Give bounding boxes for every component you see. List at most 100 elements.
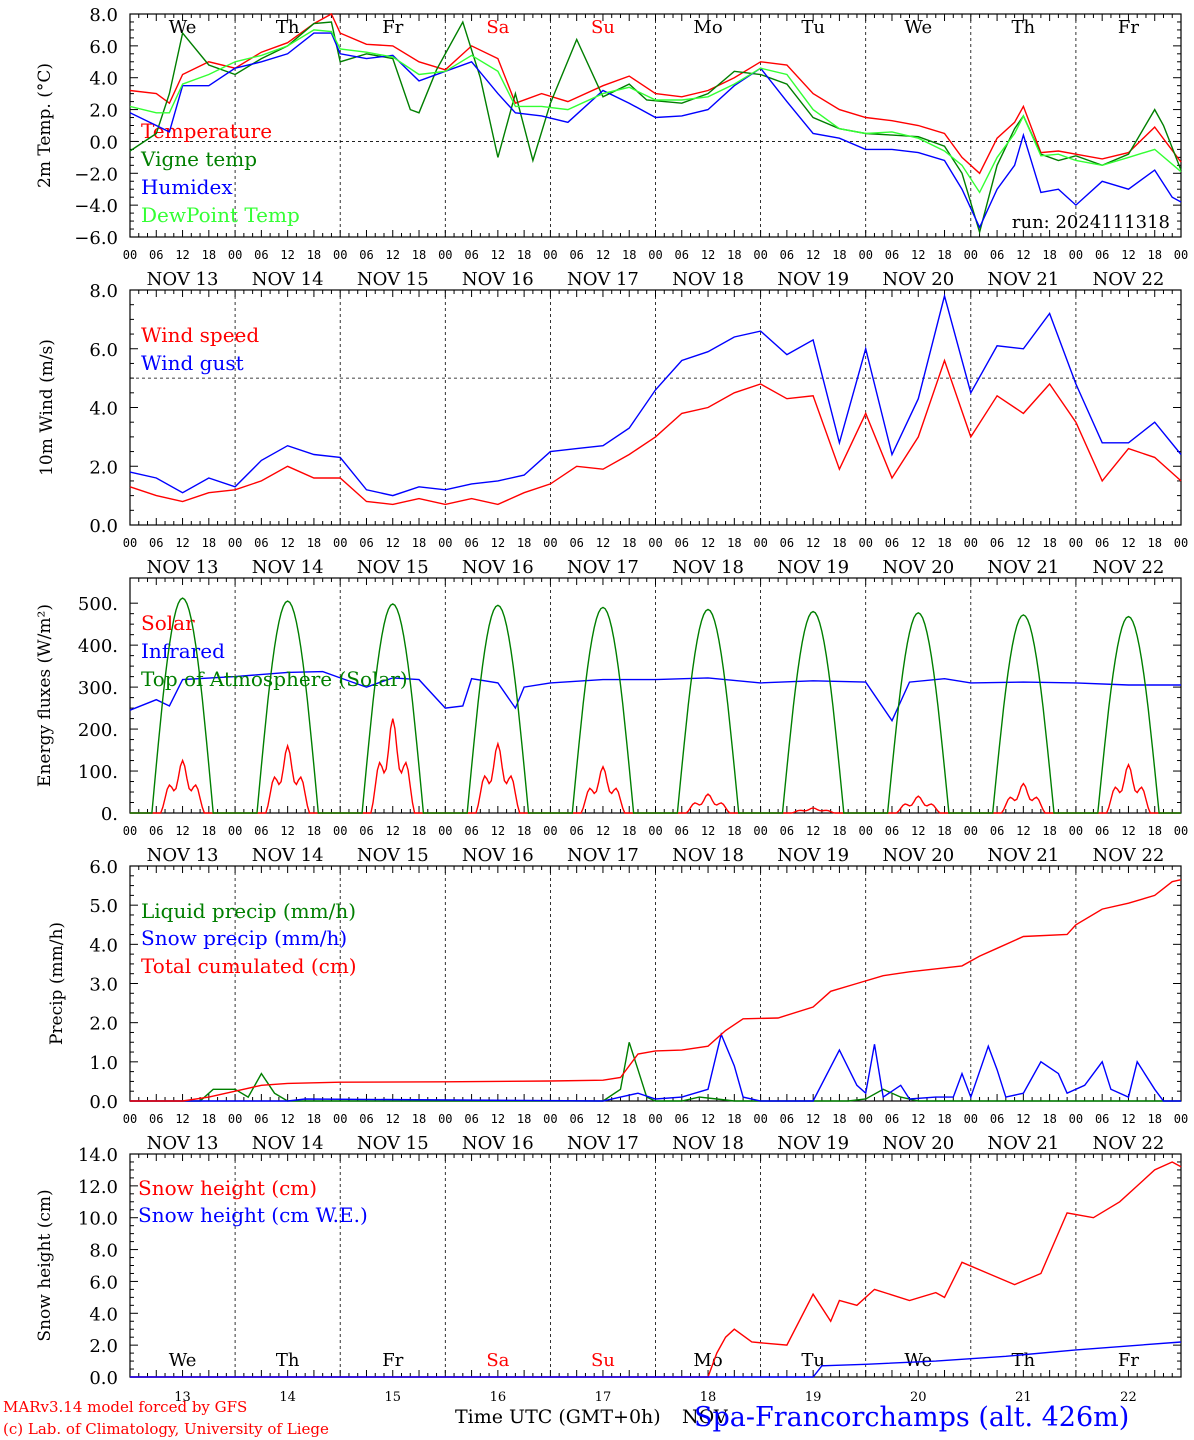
date-label: NOV 20 [882, 557, 954, 578]
day-number: 17 [595, 1390, 612, 1405]
hour-tick-label: 18 [937, 536, 951, 550]
date-label: NOV 22 [1093, 1133, 1165, 1154]
y-tick-label: 6.0 [89, 857, 118, 878]
hour-tick-label: 06 [464, 248, 478, 262]
date-label: NOV 22 [1093, 845, 1165, 866]
hour-tick-label: 12 [806, 824, 820, 838]
y-tick-label: 14.0 [78, 1145, 118, 1166]
hour-tick-label: 12 [280, 824, 294, 838]
hour-tick-label: 00 [753, 1112, 767, 1126]
hour-tick-label: 12 [701, 1112, 715, 1126]
hour-tick-label: 06 [359, 536, 373, 550]
hour-tick-label: 18 [412, 1112, 426, 1126]
date-label: NOV 16 [462, 1133, 534, 1154]
date-label: NOV 20 [882, 269, 954, 290]
hour-tick-label: 12 [280, 1112, 294, 1126]
day-name: Fr [382, 1350, 403, 1371]
day-name: Th [1012, 17, 1036, 38]
y-tick-label: 8.0 [89, 5, 118, 26]
hour-tick-label: 00 [1069, 536, 1083, 550]
day-number: 14 [279, 1390, 296, 1405]
hour-tick-label: 12 [175, 536, 189, 550]
hour-tick-label: 12 [386, 1112, 400, 1126]
day-name: Sa [486, 1350, 509, 1371]
date-label: NOV 16 [462, 845, 534, 866]
date-label: NOV 14 [252, 845, 324, 866]
hour-tick-label: 12 [911, 824, 925, 838]
hour-tick-label: 18 [517, 536, 531, 550]
hour-tick-label: 18 [307, 1112, 321, 1126]
legend-entry: Snow height (cm) [138, 1176, 317, 1200]
hour-tick-label: 18 [727, 1112, 741, 1126]
hour-tick-label: 00 [1174, 248, 1188, 262]
hour-tick-label: 18 [622, 824, 636, 838]
day-name: Mo [693, 17, 722, 38]
legend-entry: Snow height (cm W.E.) [138, 1203, 368, 1227]
hour-tick-label: 00 [123, 248, 137, 262]
y-axis-title: 10m Wind (m/s) [37, 339, 57, 476]
hour-tick-label: 06 [359, 1112, 373, 1126]
hour-tick-label: 06 [464, 536, 478, 550]
hour-tick-label: 06 [569, 536, 583, 550]
y-tick-label: 0. [101, 804, 118, 825]
hour-tick-label: 00 [438, 1112, 452, 1126]
hour-tick-label: 18 [622, 1112, 636, 1126]
hour-tick-label: 12 [911, 248, 925, 262]
hour-tick-label: 06 [569, 824, 583, 838]
hour-tick-label: 12 [1121, 248, 1135, 262]
day-number: 20 [910, 1390, 927, 1405]
hour-tick-label: 06 [254, 1112, 268, 1126]
legend-entry: Wind gust [141, 351, 244, 375]
hour-tick-label: 00 [1069, 248, 1083, 262]
hour-tick-label: 06 [464, 1112, 478, 1126]
y-tick-label: 4.0 [89, 935, 118, 956]
hour-tick-label: 12 [1121, 536, 1135, 550]
hour-tick-label: 06 [780, 1112, 794, 1126]
hour-tick-label: 12 [806, 1112, 820, 1126]
date-label: NOV 18 [672, 1133, 744, 1154]
hour-tick-label: 06 [675, 1112, 689, 1126]
hour-tick-label: 12 [806, 536, 820, 550]
hour-tick-label: 18 [202, 1112, 216, 1126]
hour-tick-label: 00 [1069, 824, 1083, 838]
y-tick-label: 2.0 [89, 457, 118, 478]
hour-tick-label: 12 [701, 536, 715, 550]
date-label: NOV 19 [777, 845, 849, 866]
hour-tick-label: 12 [280, 248, 294, 262]
y-tick-label: 12.0 [78, 1177, 118, 1198]
hour-tick-label: 12 [596, 824, 610, 838]
hour-tick-label: 12 [1016, 824, 1030, 838]
hour-tick-label: 00 [438, 248, 452, 262]
hour-tick-label: 12 [701, 248, 715, 262]
hour-tick-label: 18 [1147, 1112, 1161, 1126]
legend-entry: Liquid precip (mm/h) [141, 899, 356, 923]
hour-tick-label: 00 [123, 1112, 137, 1126]
date-label: NOV 15 [357, 557, 429, 578]
hour-tick-label: 00 [543, 1112, 557, 1126]
hour-tick-label: 06 [464, 824, 478, 838]
hour-tick-label: 18 [1042, 824, 1056, 838]
day-name: Su [591, 17, 615, 38]
hour-tick-label: 06 [149, 248, 163, 262]
series-line [130, 1161, 1182, 1378]
hour-tick-label: 18 [832, 824, 846, 838]
hour-tick-label: 06 [885, 1112, 899, 1126]
hour-tick-label: 18 [412, 536, 426, 550]
hour-tick-label: 06 [149, 824, 163, 838]
hour-tick-label: 00 [964, 1112, 978, 1126]
panel-3: 0. 100. 200. 300. 400. 500. Energy fluxes (W/m… [35, 577, 1188, 866]
day-name: Fr [382, 17, 403, 38]
hour-tick-label: 06 [254, 248, 268, 262]
date-label: NOV 20 [882, 1133, 954, 1154]
y-tick-label: 300. [78, 678, 118, 699]
day-name: Sa [486, 17, 509, 38]
date-label: NOV 21 [987, 845, 1059, 866]
series-line [130, 597, 1181, 814]
legend-entry: Total cumulated (cm) [141, 954, 357, 978]
hour-tick-label: 06 [675, 248, 689, 262]
hour-tick-label: 00 [648, 1112, 662, 1126]
hour-tick-label: 06 [780, 248, 794, 262]
hour-tick-label: 00 [333, 824, 347, 838]
y-tick-label: 0.0 [89, 1368, 118, 1389]
hour-tick-label: 00 [753, 248, 767, 262]
